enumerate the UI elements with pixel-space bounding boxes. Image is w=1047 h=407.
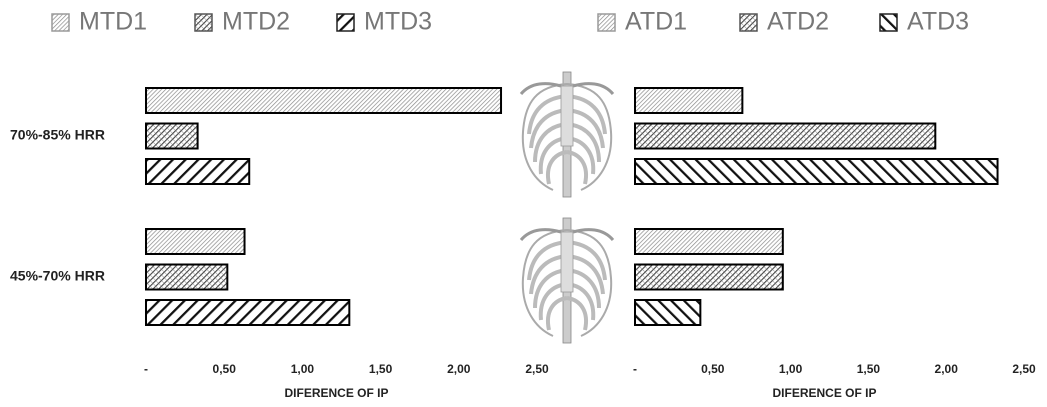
x-tick-label: 1,50 <box>857 362 881 376</box>
legend-swatch <box>337 14 354 31</box>
chart: - 0,50 1,00 1,50 2,00 2,50 DIFERENCE OF IP 70%-… <box>0 0 1047 407</box>
legend-label: ATD2 <box>767 8 829 36</box>
bar <box>146 229 245 254</box>
legend-swatch <box>598 14 615 31</box>
x-tick-label: 0,50 <box>213 362 237 376</box>
ribcage-image <box>521 72 613 197</box>
x-tick-label: 2,00 <box>935 362 959 376</box>
legend-swatch <box>52 14 69 31</box>
bar <box>146 300 349 325</box>
x-tick-label: 2,00 <box>447 362 471 376</box>
x-axis-title: DIFERENCE OF IP <box>772 386 876 400</box>
category-label: 45%-70% HRR <box>10 268 105 284</box>
legend-label: MTD1 <box>79 8 147 36</box>
bar <box>635 159 998 184</box>
legend-label: MTD2 <box>222 8 290 36</box>
x-tick-label: - <box>633 362 637 376</box>
x-tick-label: 2,50 <box>525 362 549 376</box>
legend-swatch <box>880 14 897 31</box>
x-tick-label: 1,50 <box>369 362 393 376</box>
legend-label: MTD3 <box>364 8 432 36</box>
category-label: 70%-85% HRR <box>10 127 105 143</box>
bar <box>635 229 783 254</box>
bar <box>635 265 783 290</box>
bar <box>635 300 700 325</box>
legend-label: ATD1 <box>625 8 687 36</box>
legend-label: ATD3 <box>907 8 969 36</box>
x-tick-label: 2,50 <box>1012 362 1036 376</box>
x-tick-label: 0,50 <box>701 362 725 376</box>
bar <box>146 124 198 149</box>
legend-swatch <box>195 14 212 31</box>
bar <box>635 124 935 149</box>
ribcage-image <box>521 218 613 343</box>
bar <box>635 88 742 113</box>
bar <box>146 159 249 184</box>
bar <box>146 265 227 290</box>
x-tick-label: - <box>144 362 148 376</box>
x-tick-label: 1,00 <box>291 362 315 376</box>
legend-swatch <box>740 14 757 31</box>
x-tick-label: 1,00 <box>779 362 803 376</box>
bar <box>146 88 501 113</box>
x-axis-title: DIFERENCE OF IP <box>284 386 388 400</box>
